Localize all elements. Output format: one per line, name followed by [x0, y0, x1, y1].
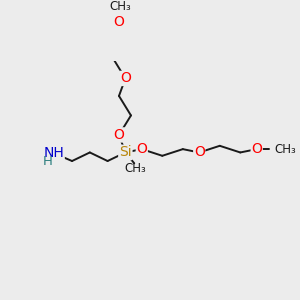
Text: O: O — [113, 128, 124, 142]
Text: NH: NH — [44, 146, 64, 161]
Text: CH₃: CH₃ — [110, 0, 131, 13]
Text: O: O — [136, 142, 147, 156]
Text: O: O — [113, 15, 124, 29]
Text: O: O — [194, 146, 205, 160]
Text: CH₃: CH₃ — [275, 142, 296, 156]
Text: O: O — [120, 71, 131, 85]
Text: H: H — [43, 155, 52, 168]
Text: Si: Si — [119, 146, 132, 160]
Text: O: O — [251, 142, 262, 156]
Text: CH₃: CH₃ — [125, 162, 147, 175]
Text: Si: Si — [119, 146, 132, 160]
